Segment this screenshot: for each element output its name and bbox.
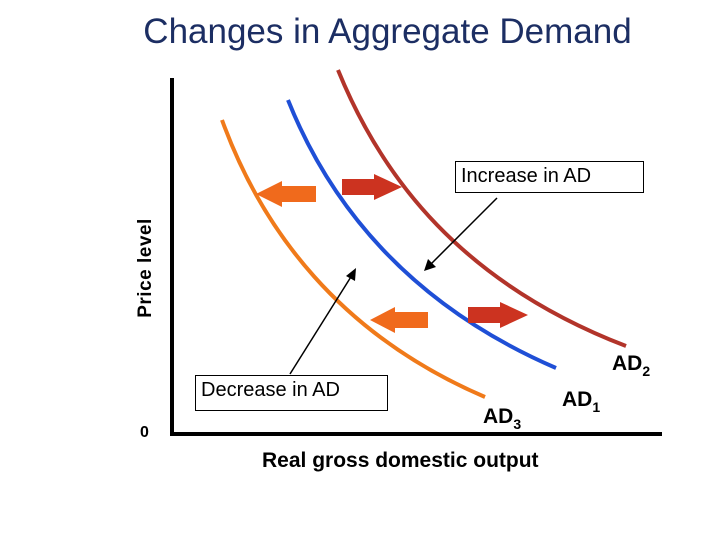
ad1-curve: [286, 99, 557, 370]
ad2-label: AD2: [612, 352, 650, 379]
ad2-curve: [336, 69, 627, 348]
ad3-label: AD3: [483, 405, 521, 432]
decrease-callout: Decrease in AD: [195, 375, 388, 411]
ad2-label-base: AD: [612, 352, 643, 375]
left-arrow-upper: [256, 181, 316, 207]
increase-pointer-head: [424, 259, 436, 271]
ad3-curve: [220, 119, 486, 399]
right-arrow-upper: [342, 174, 402, 200]
increase-callout: Increase in AD: [455, 161, 644, 193]
decrease-pointer: [289, 271, 355, 375]
origin-label: 0: [140, 424, 149, 441]
ad2-label-sub: 2: [642, 363, 651, 379]
ad3-label-sub: 3: [513, 416, 522, 432]
decrease-pointer-head: [346, 268, 356, 281]
increase-pointer: [427, 197, 498, 268]
ad1-label-base: AD: [562, 388, 593, 411]
x-axis-label: Real gross domestic output: [262, 449, 539, 472]
ad1-label-sub: 1: [592, 399, 601, 415]
ad3-label-base: AD: [483, 405, 514, 428]
right-arrow-lower: [468, 302, 528, 328]
left-arrow-lower: [370, 307, 428, 333]
ad1-label: AD1: [562, 388, 600, 415]
page-title: Changes in Aggregate Demand: [143, 12, 632, 51]
y-axis-label: Price level: [135, 218, 156, 318]
